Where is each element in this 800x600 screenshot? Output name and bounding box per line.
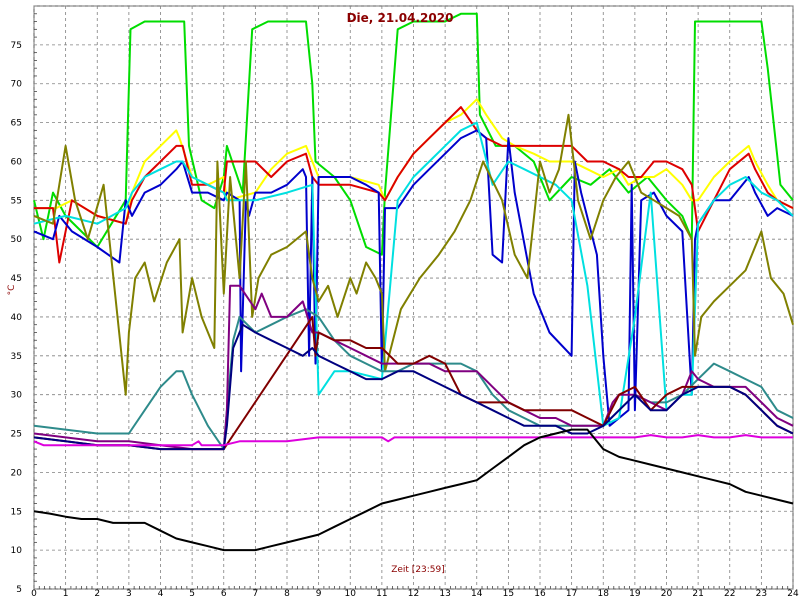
series-group — [33, 12, 794, 552]
series-line-5 — [33, 121, 794, 427]
y-tick-label: 45 — [11, 274, 22, 284]
y-tick-label: 60 — [11, 157, 23, 167]
x-tick-label: 16 — [534, 589, 546, 599]
x-tick-label: 9 — [316, 589, 322, 599]
x-tick-label: 19 — [629, 589, 641, 599]
y-tick-label: 55 — [11, 196, 22, 206]
y-tick-label: 5 — [16, 585, 22, 595]
x-tick-label: 12 — [408, 589, 419, 599]
x-tick-label: 14 — [471, 589, 483, 599]
x-tick-label: 5 — [189, 589, 195, 599]
chart-title: Die, 21.04.2020 — [347, 11, 454, 25]
series-line-3 — [34, 106, 794, 264]
series-line-4 — [33, 129, 794, 427]
y-tick-label: 65 — [11, 119, 22, 129]
x-tick-label: 20 — [661, 589, 673, 599]
x-tick-label: 15 — [503, 589, 514, 599]
x-tick-label: 0 — [31, 589, 37, 599]
x-tick-label: 13 — [439, 589, 450, 599]
y-tick-label: 10 — [11, 546, 23, 556]
x-tick-label: 24 — [787, 589, 799, 599]
series-line-12 — [33, 428, 794, 552]
x-tick-label: 21 — [692, 589, 703, 599]
y-tick-label: 70 — [11, 80, 23, 90]
x-tick-label: 3 — [126, 589, 132, 599]
y-tick-label: 20 — [11, 468, 23, 478]
y-tick-label: 50 — [11, 235, 23, 245]
x-tick-label: 10 — [345, 589, 357, 599]
x-tick-label: 22 — [724, 589, 735, 599]
y-tick-label: 25 — [11, 430, 22, 440]
y-tick-label: 30 — [11, 391, 23, 401]
x-tick-label: 6 — [221, 589, 227, 599]
series-line-9 — [33, 315, 794, 451]
x-axis-label: Zeit [23:59] — [391, 565, 445, 575]
y-tick-label: 40 — [11, 313, 23, 323]
y-axis-label: °C — [7, 285, 17, 296]
y-tick-label: 15 — [11, 507, 22, 517]
series-line-10 — [33, 323, 794, 451]
x-tick-label: 4 — [158, 589, 164, 599]
series-line-6 — [33, 113, 794, 396]
series-line-11 — [33, 434, 793, 447]
y-tick-label: 35 — [11, 352, 22, 362]
x-tick-label: 8 — [284, 589, 290, 599]
x-tick-label: 7 — [253, 589, 259, 599]
x-tick-label: 1 — [63, 589, 69, 599]
y-tick-labels: 5 10 15 20 25 30 35 40 45 50 55 60 65 70 75 — [11, 41, 23, 595]
x-tick-label: 23 — [756, 589, 767, 599]
x-tick-label: 2 — [94, 589, 100, 599]
x-tick-label: 17 — [566, 589, 577, 599]
x-tick-label: 18 — [598, 589, 610, 599]
x-tick-labels: 0 1 2 3 4 5 6 7 8 9 10 11 12 13 14 15 16 17 18 19 20 21 22 23 24 — [31, 589, 799, 599]
x-tick-label: 11 — [376, 589, 387, 599]
y-tick-label: 75 — [11, 41, 22, 51]
